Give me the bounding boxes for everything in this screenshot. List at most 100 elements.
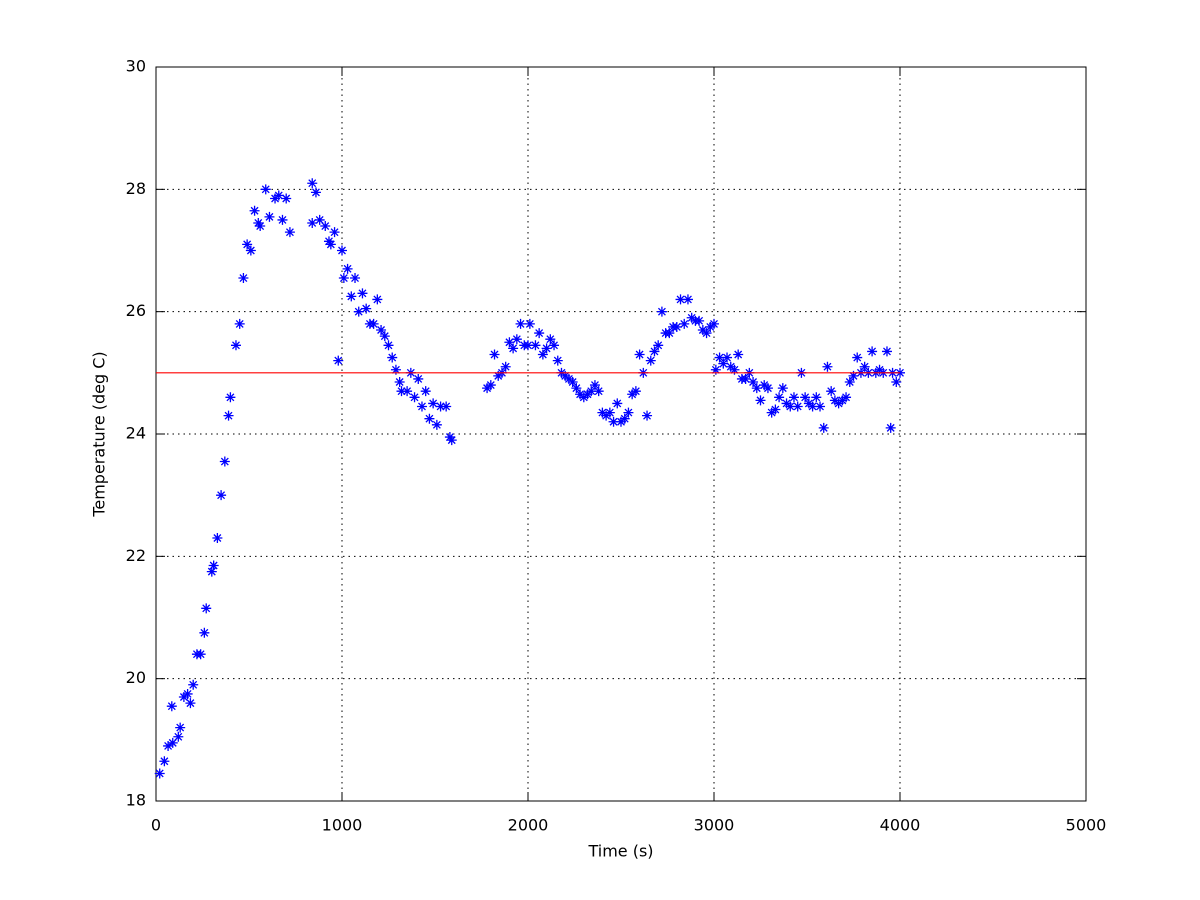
data-point bbox=[653, 340, 664, 351]
data-point bbox=[416, 401, 427, 412]
data-point bbox=[409, 392, 420, 403]
data-point bbox=[818, 422, 829, 433]
x-tick-label: 1000 bbox=[322, 816, 363, 835]
data-point bbox=[852, 352, 863, 363]
data-point bbox=[511, 334, 522, 345]
data-point bbox=[402, 386, 413, 397]
data-point bbox=[376, 325, 387, 336]
data-point bbox=[841, 392, 852, 403]
data-point bbox=[815, 401, 826, 412]
data-point bbox=[281, 193, 292, 204]
data-point bbox=[552, 355, 563, 366]
data-point bbox=[307, 178, 318, 189]
data-point bbox=[390, 364, 401, 375]
data-point bbox=[242, 239, 253, 250]
data-point bbox=[225, 392, 236, 403]
x-tick-label: 5000 bbox=[1066, 816, 1107, 835]
data-point bbox=[238, 273, 249, 284]
data-point bbox=[249, 205, 260, 216]
data-point bbox=[530, 340, 541, 351]
data-point bbox=[508, 343, 519, 354]
data-point bbox=[586, 386, 597, 397]
data-point bbox=[361, 303, 372, 314]
data-point bbox=[182, 688, 193, 699]
data-point bbox=[346, 291, 357, 302]
x-tick-label: 2000 bbox=[508, 816, 549, 835]
y-tick-label: 28 bbox=[126, 179, 146, 198]
data-point bbox=[885, 422, 896, 433]
data-point bbox=[383, 340, 394, 351]
data-point bbox=[504, 337, 515, 348]
data-point bbox=[710, 364, 721, 375]
data-point bbox=[394, 377, 405, 388]
data-point bbox=[777, 383, 788, 394]
data-point bbox=[206, 566, 217, 577]
data-point bbox=[424, 413, 435, 424]
data-point bbox=[208, 560, 219, 571]
data-point bbox=[571, 383, 582, 394]
data-point bbox=[245, 245, 256, 256]
data-point bbox=[201, 603, 212, 614]
data-point bbox=[255, 221, 266, 232]
data-point bbox=[372, 294, 383, 305]
data-point bbox=[273, 190, 284, 201]
data-point bbox=[310, 187, 321, 198]
data-point bbox=[485, 380, 496, 391]
data-point bbox=[822, 361, 833, 372]
data-point bbox=[634, 349, 645, 360]
data-point bbox=[867, 346, 878, 357]
data-point bbox=[541, 343, 552, 354]
data-point bbox=[762, 383, 773, 394]
data-point bbox=[199, 627, 210, 638]
data-point bbox=[682, 294, 693, 305]
data-point bbox=[733, 349, 744, 360]
data-point bbox=[166, 701, 177, 712]
data-point bbox=[881, 346, 892, 357]
data-point bbox=[167, 737, 178, 748]
data-point bbox=[844, 377, 855, 388]
data-point bbox=[800, 392, 811, 403]
data-point bbox=[333, 355, 344, 366]
data-point bbox=[368, 318, 379, 329]
data-point bbox=[489, 349, 500, 360]
data-point bbox=[195, 649, 206, 660]
data-point bbox=[253, 217, 264, 228]
y-tick-label: 22 bbox=[126, 546, 146, 565]
data-point bbox=[788, 392, 799, 403]
data-point bbox=[811, 392, 822, 403]
data-point bbox=[534, 328, 545, 339]
data-point bbox=[891, 377, 902, 388]
data-point bbox=[515, 318, 526, 329]
data-point bbox=[307, 217, 318, 228]
data-point bbox=[353, 306, 364, 317]
data-point bbox=[545, 334, 556, 345]
y-tick-label: 18 bbox=[126, 791, 146, 810]
x-tick-label: 3000 bbox=[694, 816, 735, 835]
data-point bbox=[435, 401, 446, 412]
y-tick-label: 26 bbox=[126, 301, 146, 320]
data-point bbox=[549, 340, 560, 351]
data-point bbox=[219, 456, 230, 467]
data-point bbox=[645, 355, 656, 366]
y-tick-label: 24 bbox=[126, 424, 146, 443]
y-tick-label: 30 bbox=[126, 57, 146, 76]
data-point bbox=[679, 318, 690, 329]
data-point bbox=[848, 370, 859, 381]
data-point bbox=[428, 398, 439, 409]
data-point bbox=[350, 273, 361, 284]
data-point bbox=[709, 318, 719, 329]
data-point bbox=[774, 392, 785, 403]
x-axis-label: Time (s) bbox=[587, 842, 653, 861]
data-point bbox=[807, 401, 818, 412]
data-point bbox=[826, 386, 837, 397]
data-point bbox=[264, 211, 275, 222]
data-point bbox=[420, 386, 431, 397]
data-point bbox=[188, 679, 199, 690]
data-point bbox=[537, 349, 548, 360]
data-point bbox=[325, 239, 336, 250]
data-point bbox=[260, 184, 271, 195]
data-point bbox=[413, 373, 424, 384]
data-point bbox=[671, 321, 682, 332]
data-point bbox=[642, 410, 653, 421]
